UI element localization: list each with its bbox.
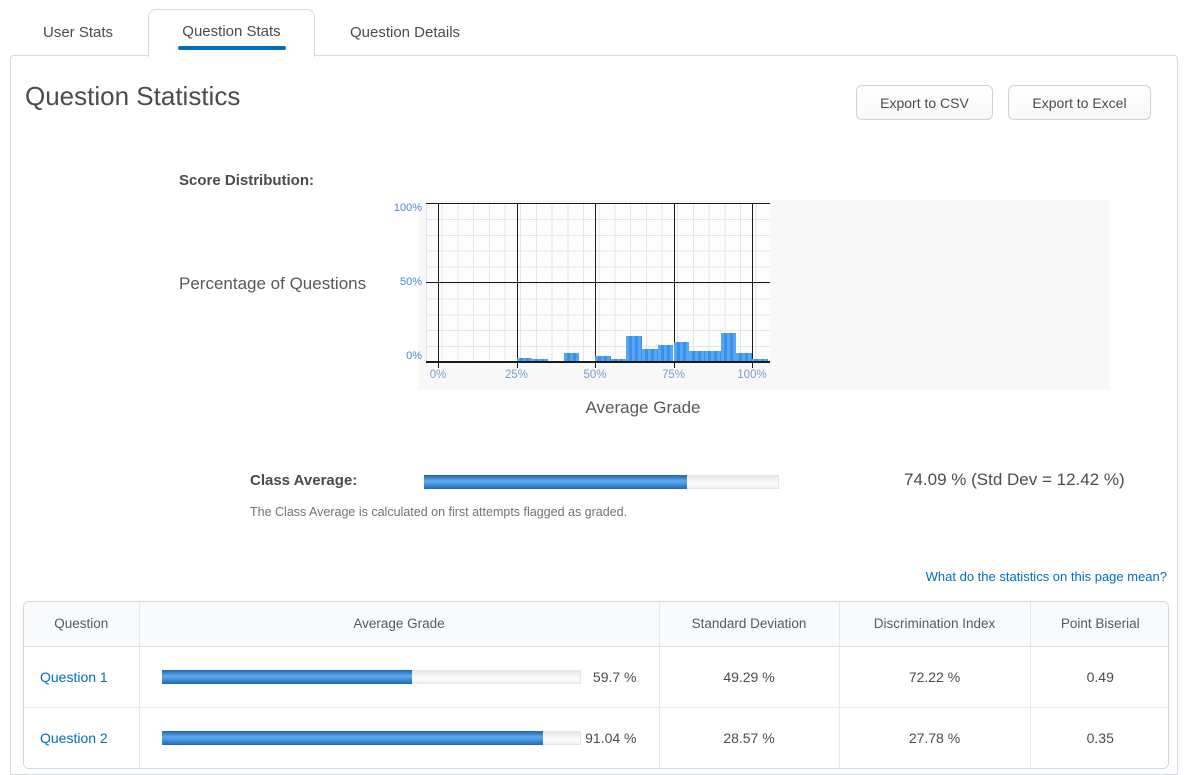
histogram-bar	[610, 359, 627, 361]
class-average-bar-fill	[424, 475, 688, 489]
x-tick-label: 50%	[583, 369, 607, 381]
tab-bar: User Stats Question Stats Question Detai…	[0, 0, 1188, 57]
chart-x-axis-label: Average Grade	[585, 398, 701, 417]
column-header-point-biserial: Point Biserial	[1030, 602, 1168, 647]
question-stats-table: Question Average Grade Standard Deviatio…	[23, 601, 1169, 769]
question-statistics-panel: Question Statistics Export to CSV Export…	[10, 55, 1178, 775]
active-tab-underline	[177, 46, 286, 50]
y-tick-label: 0%	[406, 350, 422, 362]
tab-question-stats-label: Question Stats	[182, 23, 281, 40]
x-tick-label: 25%	[504, 369, 529, 381]
table-row: Question 1 59.7 % 49.29 % 72.22 % 0.49	[24, 646, 1168, 708]
histogram-bar	[595, 355, 611, 361]
column-header-question: Question	[24, 602, 140, 647]
histogram-bar	[752, 359, 768, 361]
histogram-bar	[626, 336, 643, 361]
class-average-note: The Class Average is calculated on first…	[250, 505, 628, 519]
histogram-bar	[657, 345, 674, 361]
x-tick	[516, 363, 518, 368]
x-axis-line	[426, 361, 770, 363]
average-grade-value: 59.7 %	[592, 668, 637, 685]
point-biserial-value: 0.49	[1030, 646, 1168, 708]
histogram-bar	[532, 358, 548, 361]
score-distribution-chart: 0% 25% 50% 75% 100% 100% 50% 0%	[394, 200, 1110, 390]
histogram-plot-area: 0% 25% 50% 75% 100% 100% 50% 0%	[394, 202, 770, 381]
column-header-average-grade: Average Grade	[139, 602, 660, 647]
gridline-x-50	[595, 203, 596, 363]
histogram-bar	[704, 350, 721, 361]
tab-question-details[interactable]: Question Details	[349, 24, 461, 41]
histogram-bar	[516, 357, 533, 361]
average-grade-bar	[161, 730, 581, 745]
gridline-x-25	[516, 203, 518, 363]
discrimination-index-value: 27.78 %	[839, 707, 1031, 768]
average-grade-value: 91.04 %	[585, 729, 637, 746]
statistics-help-link[interactable]: What do the statistics on this page mean…	[925, 569, 1167, 584]
table-header-row: Question Average Grade Standard Deviatio…	[24, 602, 1168, 647]
page-title: Question Statistics	[25, 81, 241, 111]
x-tick	[673, 363, 675, 368]
gridline-x-0	[438, 203, 439, 363]
gridline-x-75	[673, 203, 675, 363]
histogram-bar	[689, 350, 705, 361]
discrimination-index-value: 72.22 %	[839, 646, 1031, 708]
standard-deviation-value: 28.57 %	[659, 707, 840, 768]
histogram-bar	[563, 352, 580, 361]
chart-y-axis-label: Percentage of Questions	[179, 274, 367, 293]
x-tick-label: 0%	[429, 369, 447, 381]
average-grade-bar-fill	[161, 669, 412, 684]
histogram-bar	[673, 341, 690, 361]
histogram-bar	[642, 348, 658, 361]
tab-question-stats[interactable]: Question Stats	[148, 9, 315, 57]
histogram-bar	[720, 332, 737, 361]
histogram-bar	[736, 352, 752, 361]
x-tick-label: 100%	[737, 369, 767, 381]
x-tick	[752, 363, 753, 368]
point-biserial-value: 0.35	[1030, 707, 1168, 768]
score-distribution-label: Score Distribution:	[179, 172, 315, 189]
question-1-link[interactable]: Question 1	[40, 668, 108, 685]
gridline-y-100	[426, 203, 770, 204]
tab-user-stats[interactable]: User Stats	[42, 24, 114, 41]
gridline-y-50	[426, 281, 770, 283]
export-to-csv-button[interactable]: Export to CSV	[856, 85, 993, 120]
column-header-standard-deviation: Standard Deviation	[659, 602, 840, 647]
x-tick-label: 75%	[661, 369, 686, 381]
class-average-label: Class Average:	[250, 472, 358, 489]
table-row: Question 2 91.04 % 28.57 % 27.78 % 0.35	[24, 707, 1168, 768]
class-average-value: 74.09 % (Std Dev = 12.42 %)	[904, 470, 1125, 489]
y-tick-label: 100%	[393, 202, 422, 214]
question-2-link[interactable]: Question 2	[40, 729, 108, 746]
average-grade-bar-fill	[161, 730, 543, 745]
y-tick-label: 50%	[399, 276, 422, 288]
export-to-excel-button[interactable]: Export to Excel	[1008, 85, 1151, 120]
class-average-progress-bar	[424, 475, 779, 489]
x-tick	[438, 363, 439, 368]
gridline-x-100	[752, 203, 753, 363]
standard-deviation-value: 49.29 %	[659, 646, 840, 708]
column-header-discrimination-index: Discrimination Index	[839, 602, 1031, 647]
average-grade-bar	[161, 669, 581, 684]
x-tick	[595, 363, 596, 368]
